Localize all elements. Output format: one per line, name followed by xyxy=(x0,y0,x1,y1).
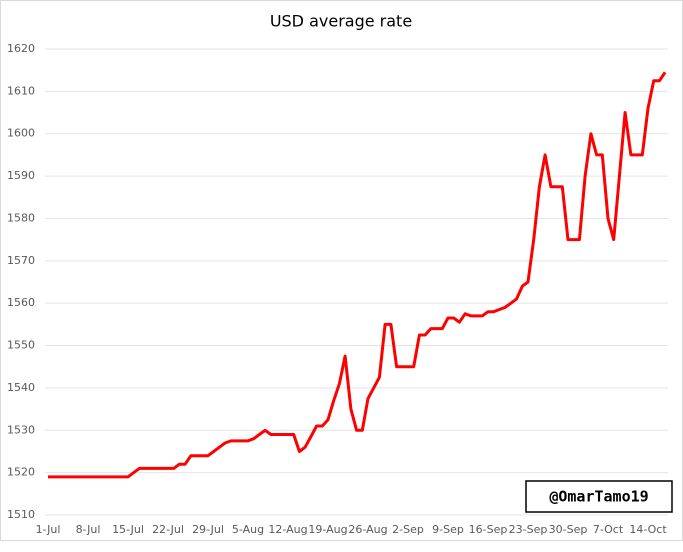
y-tick-label: 1590 xyxy=(7,169,35,182)
y-tick-label: 1570 xyxy=(7,254,35,267)
x-tick-label: 14-Oct xyxy=(629,523,667,536)
x-tick-label: 29-Jul xyxy=(192,523,224,536)
watermark-box xyxy=(525,480,673,513)
x-tick-label: 30-Sep xyxy=(549,523,588,536)
y-tick-label: 1550 xyxy=(7,339,35,352)
x-tick-label: 16-Sep xyxy=(469,523,508,536)
x-tick-label: 26-Aug xyxy=(348,523,387,536)
y-tick-label: 1620 xyxy=(7,42,35,55)
x-tick-label: 22-Jul xyxy=(152,523,184,536)
y-tick-label: 1580 xyxy=(7,211,35,224)
chart-title: USD average rate xyxy=(270,12,412,31)
x-tick-label: 8-Jul xyxy=(76,523,101,536)
line-series xyxy=(48,71,667,479)
y-tick-label: 1600 xyxy=(7,127,35,140)
x-tick-label: 1-Jul xyxy=(36,523,61,536)
y-tick-label: 1540 xyxy=(7,381,35,394)
x-tick-label: 7-Oct xyxy=(593,523,624,536)
x-tick-label: 2-Sep xyxy=(392,523,424,536)
x-tick-label: 5-Aug xyxy=(232,523,264,536)
x-tick-label: 15-Jul xyxy=(112,523,144,536)
watermark: @OmarTamo19 xyxy=(549,488,648,506)
y-tick-label: 1530 xyxy=(7,423,35,436)
y-tick-label: 1610 xyxy=(7,84,35,97)
y-tick-label: 1520 xyxy=(7,466,35,479)
x-tick-label: 12-Aug xyxy=(268,523,307,536)
x-tick-label: 9-Sep xyxy=(432,523,464,536)
x-tick-label: 23-Sep xyxy=(509,523,548,536)
y-tick-label: 1510 xyxy=(7,508,35,521)
y-tick-label: 1560 xyxy=(7,296,35,309)
x-tick-label: 19-Aug xyxy=(308,523,347,536)
